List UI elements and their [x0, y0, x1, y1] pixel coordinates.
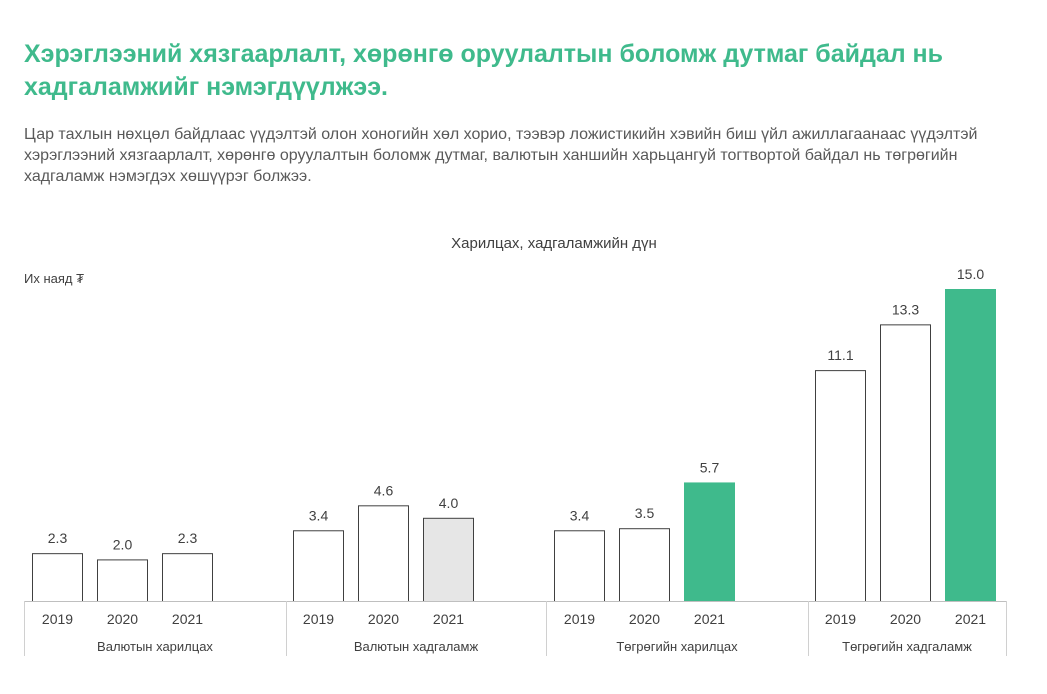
bar: [293, 530, 344, 603]
y-axis-unit-label: Их наяд ₮: [24, 271, 84, 286]
x-tick-label: 2021: [433, 611, 464, 627]
x-tick-label: 2020: [629, 611, 660, 627]
x-tick-label: 2019: [825, 611, 856, 627]
x-tick-label: 2020: [890, 611, 921, 627]
bar-value-label: 5.7: [700, 459, 720, 475]
bar: [815, 370, 866, 602]
group-label: Төгрөгийн харилцах: [616, 639, 738, 654]
bar: [358, 505, 409, 603]
bar: [97, 559, 148, 603]
x-tick-label: 2021: [955, 611, 986, 627]
x-tick-label: 2020: [107, 611, 138, 627]
group-label: Валютын харилцах: [97, 639, 213, 654]
chart-title: Харилцах, хадгаламжийн дүн: [451, 235, 657, 252]
bar-value-label: 13.3: [892, 301, 919, 317]
bar: [162, 553, 213, 602]
bar-value-label: 3.4: [570, 507, 590, 523]
bar-value-label: 2.3: [178, 530, 198, 546]
x-tick-label: 2021: [694, 611, 725, 627]
x-tick-label: 2019: [303, 611, 334, 627]
bar-value-label: 15.0: [957, 266, 984, 282]
bar: [32, 553, 83, 602]
bar: [880, 324, 931, 602]
bar-value-label: 4.6: [374, 482, 394, 498]
bar-value-label: 2.0: [113, 536, 133, 552]
bar-value-label: 3.4: [309, 507, 329, 523]
bar: [684, 482, 735, 602]
bar: [423, 517, 474, 602]
bar-value-label: 2.3: [48, 530, 68, 546]
group-label: Валютын хадгаламж: [354, 639, 479, 654]
lead-paragraph: Цар тахлын нөхцөл байдлаас үүдэлтэй олон…: [24, 126, 978, 185]
bar: [554, 530, 605, 603]
bar: [619, 528, 670, 603]
bar-value-label: 11.1: [827, 347, 853, 363]
x-tick-label: 2019: [564, 611, 595, 627]
group-label: Төгрөгийн хадгаламж: [842, 639, 972, 654]
bar-value-label: 3.5: [635, 505, 655, 521]
page-headline: Хэрэглээний хязгаарлалт, хөрөнгө оруулал…: [24, 40, 944, 101]
bar-value-label: 4.0: [439, 495, 459, 511]
x-tick-label: 2021: [172, 611, 203, 627]
x-tick-label: 2020: [368, 611, 399, 627]
bar: [945, 289, 996, 602]
x-tick-label: 2019: [42, 611, 73, 627]
